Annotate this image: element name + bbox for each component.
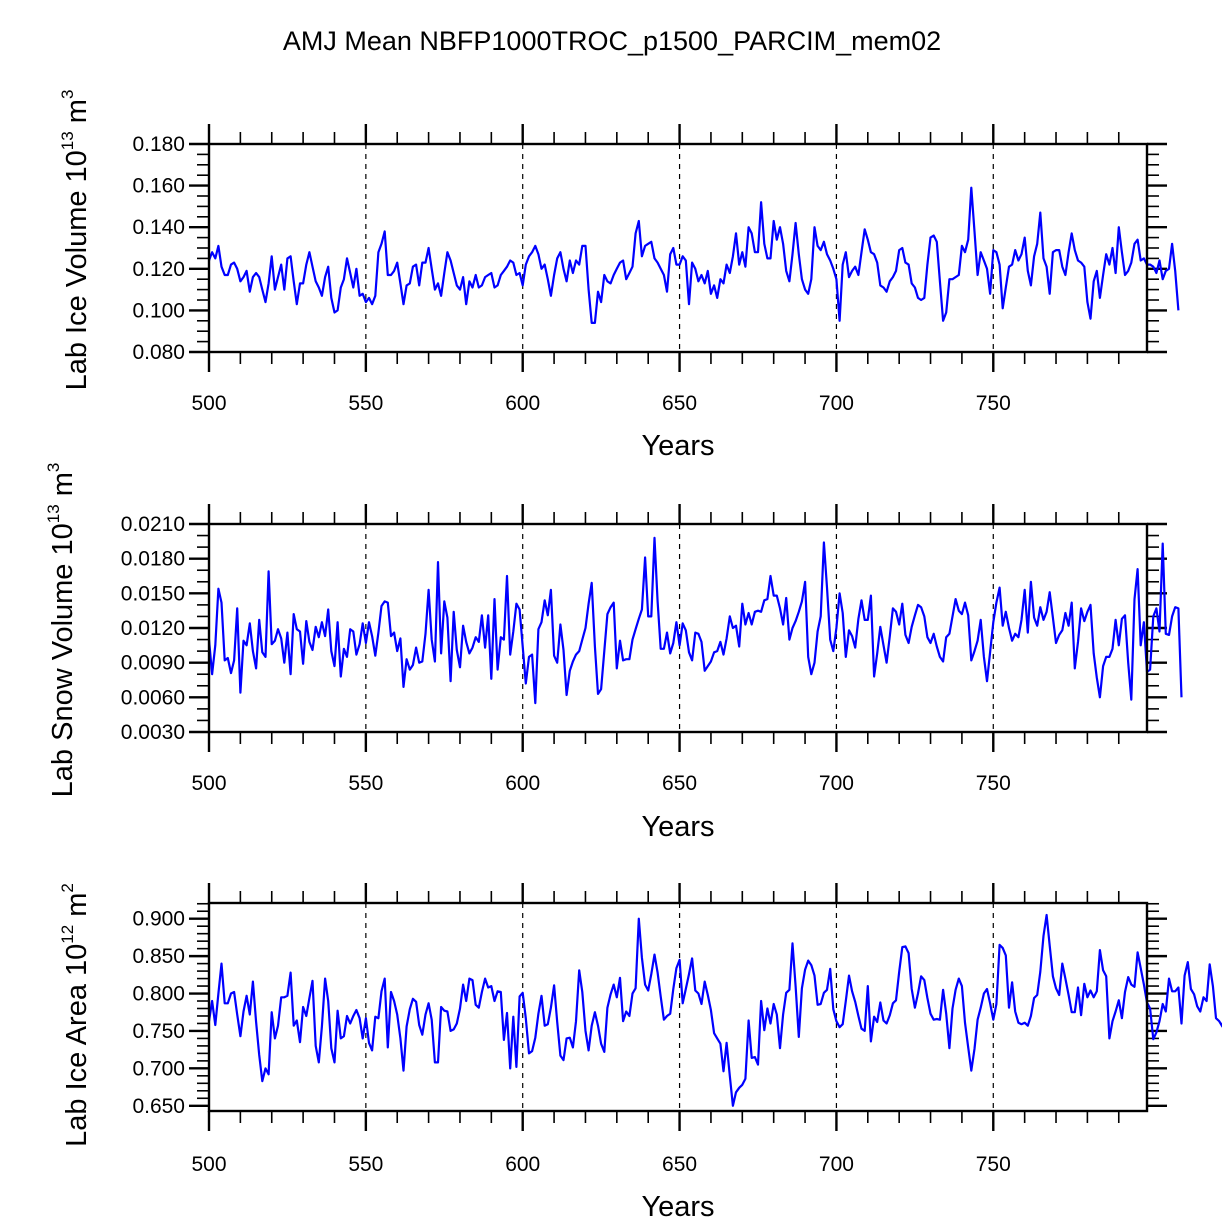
plot-frame xyxy=(207,901,1149,1113)
y-axis-title-unit: m xyxy=(61,893,93,925)
y-axis-title-unit-exponent: 3 xyxy=(44,463,63,472)
y-tick-label: 0.0210 xyxy=(121,513,185,536)
x-tick-label: 600 xyxy=(505,772,540,795)
x-tick-label: 600 xyxy=(505,392,540,415)
y-tick-label: 0.080 xyxy=(132,341,185,364)
y-tick-label: 0.0150 xyxy=(121,582,185,605)
x-axis-title: Years xyxy=(641,811,714,843)
y-axis-title-unit-exponent: 2 xyxy=(58,883,77,892)
y-tick-label: 0.650 xyxy=(132,1095,185,1118)
data-series-line xyxy=(207,913,1222,1107)
x-tick-label: 650 xyxy=(662,772,697,795)
x-tick-label: 500 xyxy=(191,392,226,415)
y-tick-label: 0.850 xyxy=(132,945,185,968)
x-tick-label: 750 xyxy=(976,772,1011,795)
y-axis-title: Lab Ice Volume 1013 m3 xyxy=(58,90,93,391)
y-axis-title-exponent: 13 xyxy=(44,504,63,523)
y-tick-label: 0.0090 xyxy=(121,652,185,675)
x-axis-title: Years xyxy=(641,430,714,462)
y-axis-title-unit-exponent: 3 xyxy=(58,90,77,99)
y-axis-title: Lab Snow Volume 1013 m3 xyxy=(44,463,79,798)
y-tick-label: 0.120 xyxy=(132,258,185,281)
y-axis-title-base: Lab Snow Volume 10 xyxy=(47,523,79,797)
x-tick-label: 650 xyxy=(662,392,697,415)
x-tick-label: 750 xyxy=(976,392,1011,415)
x-tick-label: 550 xyxy=(348,772,383,795)
x-tick-label: 550 xyxy=(348,1153,383,1176)
x-tick-label: 750 xyxy=(976,1153,1011,1176)
y-tick-label: 0.160 xyxy=(132,175,185,198)
plot-frame xyxy=(207,522,1149,734)
x-tick-label: 700 xyxy=(819,392,854,415)
y-tick-label: 0.0180 xyxy=(121,548,185,571)
y-axis-title: Lab Ice Area 1012 m2 xyxy=(58,883,93,1147)
x-axis-title: Years xyxy=(641,1191,714,1223)
y-tick-label: 0.0120 xyxy=(121,617,185,640)
chart-panel-2: 500 550 600 650 700 750 0.0030 0.0060 0.0090 0.01… xyxy=(44,463,1183,843)
x-tick-label: 700 xyxy=(819,772,854,795)
y-axis-title-base: Lab Ice Volume 10 xyxy=(61,150,93,390)
y-tick-label: 0.180 xyxy=(132,133,185,156)
y-axis-title-unit: m xyxy=(47,472,79,504)
y-tick-label: 0.750 xyxy=(132,1020,185,1043)
x-tick-label: 700 xyxy=(819,1153,854,1176)
data-series-line xyxy=(207,536,1183,705)
x-tick-label: 650 xyxy=(662,1153,697,1176)
y-tick-label: 0.700 xyxy=(132,1057,185,1080)
x-tick-label: 500 xyxy=(191,1153,226,1176)
y-axis-title-base: Lab Ice Area 10 xyxy=(61,944,93,1147)
y-tick-label: 0.800 xyxy=(132,983,185,1006)
y-tick-label: 0.0030 xyxy=(121,721,185,744)
y-axis-title-exponent: 13 xyxy=(58,131,77,150)
chart-panel-1: 500 550 600 650 700 750 0.080 0.100 0.120 0.140 0.… xyxy=(58,90,1180,462)
y-axis-title-exponent: 12 xyxy=(58,925,77,944)
y-tick-label: 0.140 xyxy=(132,216,185,239)
data-series-line xyxy=(207,186,1180,324)
y-tick-label: 0.900 xyxy=(132,908,185,931)
y-tick-label: 0.100 xyxy=(132,299,185,322)
plot-frame xyxy=(207,142,1149,354)
x-tick-label: 550 xyxy=(348,392,383,415)
chart-title: AMJ Mean NBFP1000TROC_p1500_PARCIM_mem02 xyxy=(283,26,941,56)
x-tick-label: 600 xyxy=(505,1153,540,1176)
y-tick-label: 0.0060 xyxy=(121,686,185,709)
y-axis-title-unit: m xyxy=(61,99,93,131)
chart-panel-3: 500 550 600 650 700 750 0.650 0.700 0.750 0.800 0.… xyxy=(58,883,1222,1223)
x-tick-label: 500 xyxy=(191,772,226,795)
